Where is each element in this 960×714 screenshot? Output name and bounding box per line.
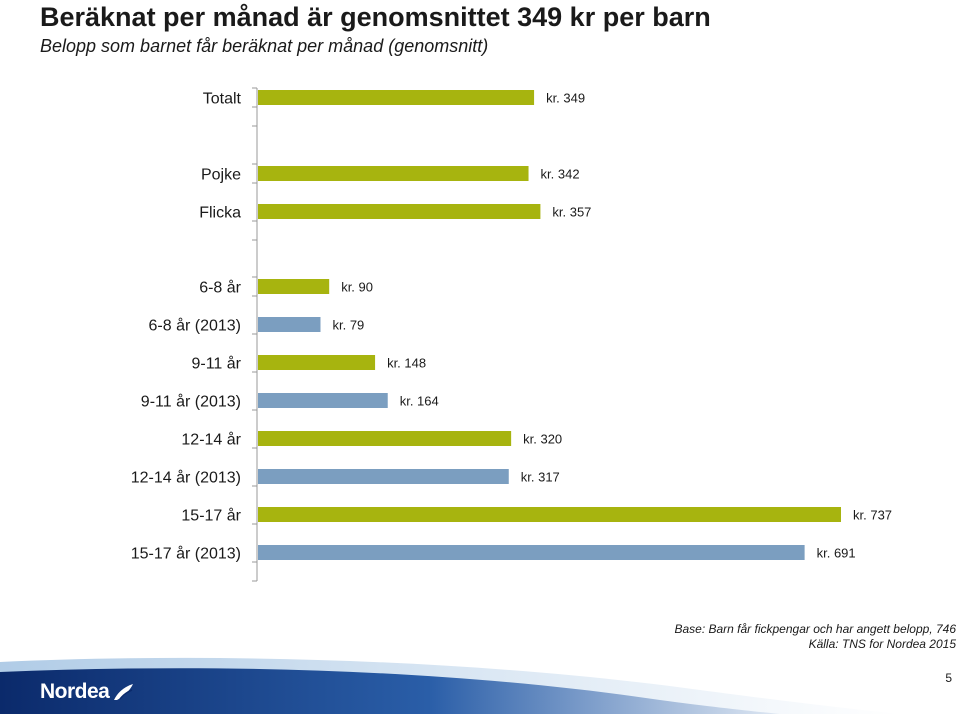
chart-subtitle: Belopp som barnet får beräknat per månad… <box>40 36 489 56</box>
bar <box>258 317 321 332</box>
data-label: kr. 148 <box>387 356 426 371</box>
bar <box>258 431 512 446</box>
footnote-base: Base: Barn får fickpengar och har angett… <box>674 622 956 636</box>
data-label: kr. 737 <box>853 508 892 523</box>
data-label: kr. 691 <box>817 546 856 561</box>
category-label: 15-17 år (2013) <box>131 545 241 563</box>
category-label: Flicka <box>199 205 241 222</box>
category-label: 6-8 år (2013) <box>149 317 242 335</box>
data-label: kr. 79 <box>332 318 364 333</box>
category-label: 12-14 år (2013) <box>131 469 241 487</box>
category-label: 6-8 år <box>199 279 241 297</box>
bar <box>258 279 330 294</box>
bar <box>258 90 535 105</box>
data-label: kr. 317 <box>521 470 560 485</box>
category-label: 12-14 år <box>181 431 241 449</box>
bar <box>258 545 805 560</box>
category-label: 15-17 år <box>181 507 241 525</box>
bar <box>258 469 509 484</box>
bar <box>258 166 529 181</box>
data-label: kr. 90 <box>341 280 373 295</box>
bar-chart: Totalt kr. 349 Pojke kr. 342 Flicka kr. 357 6-… <box>131 87 892 582</box>
data-label: kr. 357 <box>552 205 591 220</box>
brand-name: Nordea <box>40 680 110 703</box>
bar <box>258 393 388 408</box>
data-label: kr. 349 <box>546 91 585 106</box>
page-number: 5 <box>945 671 952 685</box>
bar <box>258 507 841 522</box>
footnote: Base: Barn får fickpengar och har angett… <box>674 622 956 652</box>
data-label: kr. 164 <box>400 394 439 409</box>
bar <box>258 204 541 219</box>
category-label: Totalt <box>203 91 242 108</box>
data-label: kr. 320 <box>523 432 562 447</box>
nordea-logo: Nordea <box>40 680 134 704</box>
category-label: 9-11 år <box>191 355 241 373</box>
footnote-source: Källa: TNS for Nordea 2015 <box>808 637 956 651</box>
page-title: Beräknat per månad är genomsnittet 349 k… <box>40 2 711 32</box>
category-label: 9-11 år (2013) <box>141 393 241 411</box>
nordea-sail-icon <box>114 684 134 700</box>
data-label: kr. 342 <box>541 167 580 182</box>
category-label: Pojke <box>201 167 241 184</box>
bar <box>258 355 376 370</box>
